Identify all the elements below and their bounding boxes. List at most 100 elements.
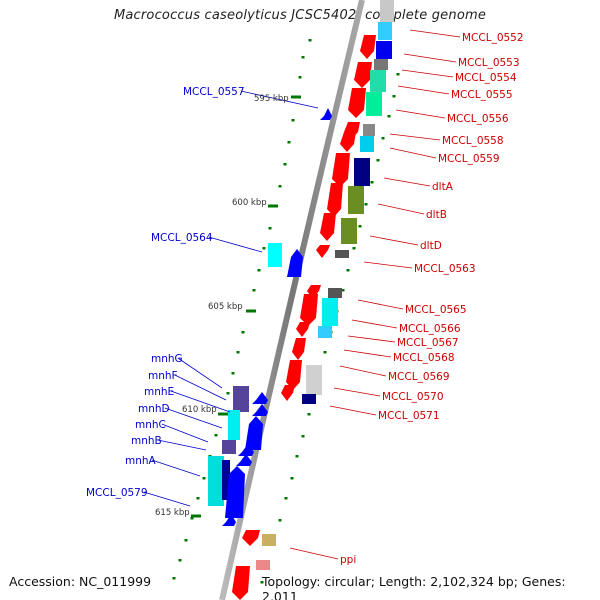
gene-label-mnha: mnhA bbox=[125, 455, 157, 467]
forward-gene-arrow bbox=[332, 153, 350, 187]
label-connector bbox=[174, 374, 227, 401]
gene-label-mccl_0559: MCCL_0559 bbox=[438, 153, 500, 165]
gene-label-mccl_0570: MCCL_0570 bbox=[382, 391, 444, 403]
label-connector bbox=[347, 335, 396, 343]
forward-gene-arrow bbox=[348, 88, 366, 118]
label-connector bbox=[151, 459, 201, 477]
scale-tick bbox=[202, 477, 206, 480]
scale-tick bbox=[298, 76, 302, 79]
scale-tick bbox=[196, 497, 200, 500]
scale-tick bbox=[260, 581, 264, 584]
gene-block-navy bbox=[302, 394, 316, 404]
gene-block-grey bbox=[363, 124, 375, 136]
gene-block-grey bbox=[380, 0, 394, 22]
label-connector bbox=[403, 53, 457, 63]
gene-label-mccl_0557: MCCL_0557 bbox=[183, 86, 245, 98]
reverse-gene-arrow bbox=[252, 392, 268, 404]
gene-label-mccl_0553: MCCL_0553 bbox=[458, 57, 520, 69]
label-connector bbox=[177, 357, 223, 389]
scale-tick bbox=[284, 497, 288, 500]
kbp-tick bbox=[291, 95, 301, 99]
forward-gene-arrow bbox=[316, 245, 330, 258]
reverse-gene-arrow bbox=[245, 416, 263, 450]
reverse-gene-arrow bbox=[287, 249, 303, 277]
label-connector bbox=[329, 405, 377, 416]
scale-tick bbox=[184, 539, 188, 542]
accession-text: Accession: NC_011999 bbox=[9, 574, 152, 589]
label-connector bbox=[164, 407, 223, 429]
genome-summary: Topology: circular; Length: 2,102,324 bp… bbox=[262, 574, 566, 600]
gene-block-grey bbox=[306, 365, 322, 395]
reverse-gene-arrow bbox=[225, 466, 245, 518]
scale-tick bbox=[295, 455, 299, 458]
scale-tick bbox=[307, 413, 311, 416]
label-connector bbox=[409, 29, 461, 38]
label-connector bbox=[389, 133, 441, 141]
gene-label-mccl_0555: MCCL_0555 bbox=[451, 89, 513, 101]
gene-label-mccl_0554: MCCL_0554 bbox=[455, 72, 517, 84]
gene-label-mccl_0565: MCCL_0565 bbox=[405, 304, 467, 316]
gene-block-green bbox=[366, 92, 382, 116]
label-connector bbox=[157, 439, 207, 451]
kbp-tick bbox=[246, 309, 256, 313]
label-connector bbox=[143, 491, 191, 507]
gene-block-blue bbox=[376, 41, 392, 59]
gene-block-purple bbox=[233, 386, 249, 412]
label-connector bbox=[369, 235, 419, 246]
gene-block-grey bbox=[335, 250, 349, 258]
label-connector bbox=[389, 147, 437, 159]
reverse-gene-arrow bbox=[222, 514, 236, 526]
scale-tick bbox=[287, 141, 291, 144]
forward-gene-arrow bbox=[320, 213, 336, 241]
scale-tick bbox=[262, 247, 266, 250]
forward-gene-arrow bbox=[300, 294, 318, 326]
scale-label: 615 kbp bbox=[155, 508, 190, 518]
gene-block-olive bbox=[348, 186, 364, 214]
scale-tick bbox=[172, 577, 176, 580]
reverse-gene-arrow bbox=[320, 108, 332, 120]
kbp-tick bbox=[191, 514, 201, 518]
scale-tick bbox=[241, 331, 245, 334]
gene-label-dltb: dltB bbox=[426, 209, 447, 221]
gene-block-olive bbox=[341, 218, 357, 244]
gene-label-mccl_0567: MCCL_0567 bbox=[397, 337, 459, 349]
gene-label-mccl_0566: MCCL_0566 bbox=[399, 323, 461, 335]
scale-label: 605 kbp bbox=[208, 302, 243, 312]
gene-label-mccl_0552: MCCL_0552 bbox=[462, 32, 524, 44]
scale-label: 610 kbp bbox=[182, 405, 217, 415]
gene-block-pink bbox=[256, 560, 270, 570]
forward-gene-arrow bbox=[327, 183, 343, 217]
label-connector bbox=[377, 203, 425, 215]
scale-tick bbox=[346, 269, 350, 272]
forward-gene-arrow bbox=[296, 322, 310, 337]
label-connector bbox=[161, 423, 209, 443]
gene-block-cyan bbox=[268, 243, 282, 267]
scale-tick bbox=[301, 435, 305, 438]
gene-block-navy bbox=[354, 158, 370, 186]
scale-tick bbox=[278, 185, 282, 188]
scale-tick bbox=[252, 289, 256, 292]
gene-label-mccl_0564: MCCL_0564 bbox=[151, 232, 213, 244]
gene-block-grey bbox=[328, 288, 342, 298]
scale-label: 595 kbp bbox=[254, 94, 289, 104]
scale-tick bbox=[257, 269, 261, 272]
kbp-tick bbox=[218, 412, 228, 416]
label-connector bbox=[383, 177, 431, 187]
label-connector bbox=[363, 261, 413, 269]
label-connector bbox=[357, 299, 404, 310]
label-connector bbox=[339, 365, 387, 377]
forward-gene-arrow bbox=[281, 385, 295, 401]
gene-label-mccl_0556: MCCL_0556 bbox=[447, 113, 509, 125]
scale-tick bbox=[381, 137, 385, 140]
gene-block-cyan bbox=[228, 410, 240, 440]
scale-tick bbox=[268, 227, 272, 230]
gene-label-mccl_0568: MCCL_0568 bbox=[393, 352, 455, 364]
gene-block-purple bbox=[222, 440, 236, 454]
scale-tick bbox=[226, 392, 230, 395]
gene-block-navy bbox=[222, 460, 230, 500]
label-connector bbox=[208, 236, 263, 253]
forward-gene-arrow bbox=[360, 35, 376, 59]
scale-tick bbox=[392, 95, 396, 98]
gene-label-mnhe: mnhE bbox=[144, 386, 174, 398]
